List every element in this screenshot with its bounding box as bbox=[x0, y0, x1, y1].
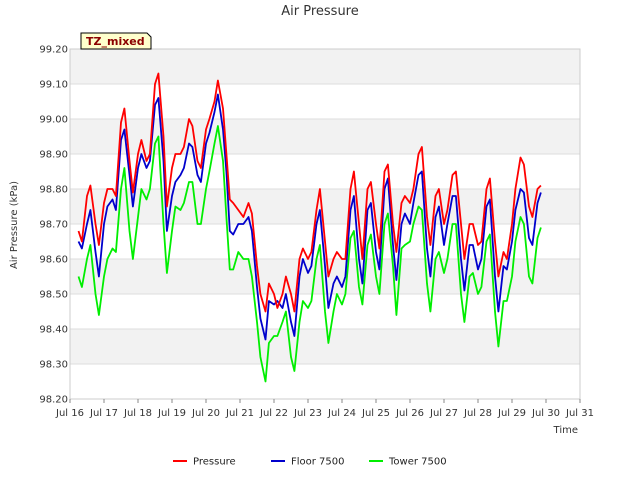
x-tick-label: Jul 27 bbox=[429, 408, 458, 419]
background-band bbox=[70, 329, 580, 364]
background-band bbox=[70, 119, 580, 154]
y-tick-label: 98.80 bbox=[39, 185, 68, 196]
plot-frame bbox=[69, 48, 581, 400]
x-tick-label: Jul 30 bbox=[531, 408, 560, 419]
legend: Pressure Floor 7500 Tower 7500 bbox=[173, 457, 447, 468]
tz-annotation-label: TZ_mixed bbox=[86, 35, 145, 48]
y-tick-label: 98.30 bbox=[39, 360, 68, 371]
x-tick-label: Jul 22 bbox=[259, 408, 288, 419]
y-axis-ticks: 98.20 98.30 98.40 98.50 98.60 98.70 98.80 98.90… bbox=[39, 45, 68, 406]
x-tick-label: Jul 26 bbox=[395, 408, 424, 419]
y-tick-label: 99.00 bbox=[39, 115, 68, 126]
y-tick-label: 98.20 bbox=[39, 395, 68, 406]
x-tick-label: Jul 23 bbox=[293, 408, 322, 419]
background-band bbox=[70, 49, 580, 84]
x-tick-label: Jul 18 bbox=[123, 408, 152, 419]
series-line-tower-7500 bbox=[77, 125, 542, 383]
y-tick-label: 99.20 bbox=[39, 45, 68, 56]
x-axis-label: Time bbox=[553, 425, 578, 436]
x-axis-ticks: Jul 16 Jul 17 Jul 18 Jul 19 Jul 20 Jul 21 Jul … bbox=[55, 399, 594, 419]
x-tick-label: Jul 19 bbox=[157, 408, 186, 419]
series-layer bbox=[77, 72, 542, 383]
y-axis-label: Air Pressure (kPa) bbox=[9, 181, 20, 269]
tz-annotation-shape bbox=[80, 32, 152, 50]
x-tick-label: Jul 25 bbox=[361, 408, 390, 419]
tz-annotation-box: TZ_mixed bbox=[80, 32, 152, 50]
y-tick-label: 98.40 bbox=[39, 325, 68, 336]
series-line-pressure bbox=[77, 72, 542, 313]
legend-label-floor-7500: Floor 7500 bbox=[291, 457, 345, 468]
x-tick-label: Jul 17 bbox=[89, 408, 118, 419]
legend-label-pressure: Pressure bbox=[193, 457, 236, 468]
series-line-floor-7500 bbox=[77, 93, 542, 341]
background-band bbox=[70, 189, 580, 224]
y-tick-label: 98.60 bbox=[39, 255, 68, 266]
x-tick-label: Jul 31 bbox=[565, 408, 594, 419]
legend-label-tower-7500: Tower 7500 bbox=[388, 457, 447, 468]
y-tick-label: 98.70 bbox=[39, 220, 68, 231]
x-tick-label: Jul 20 bbox=[191, 408, 220, 419]
y-tick-label: 98.50 bbox=[39, 290, 68, 301]
x-tick-label: Jul 16 bbox=[55, 408, 84, 419]
y-tick-label: 98.90 bbox=[39, 150, 68, 161]
x-tick-label: Jul 21 bbox=[225, 408, 254, 419]
y-tick-label: 99.10 bbox=[39, 80, 68, 91]
x-tick-label: Jul 29 bbox=[497, 408, 526, 419]
x-tick-label: Jul 28 bbox=[463, 408, 492, 419]
chart-title: Air Pressure bbox=[281, 4, 359, 19]
x-tick-label: Jul 24 bbox=[327, 408, 356, 419]
